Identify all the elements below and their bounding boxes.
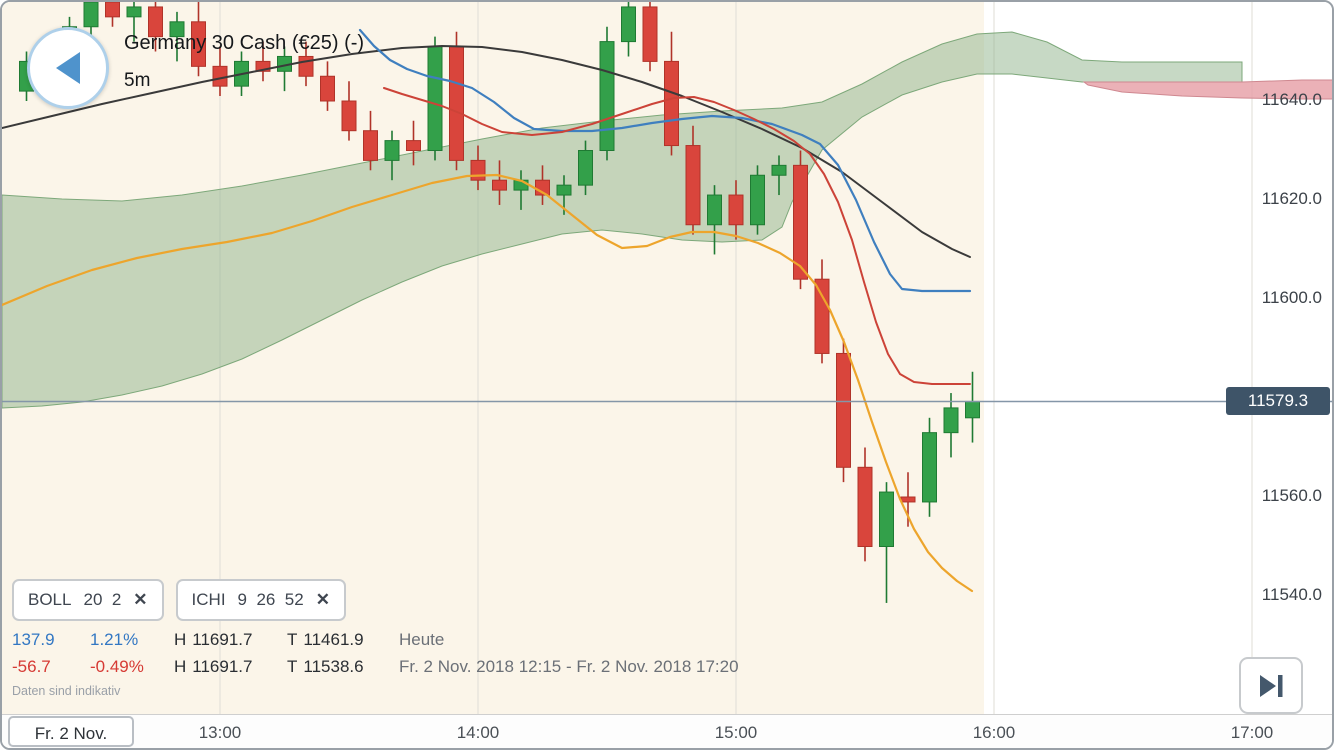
price-tick-label: 11640.0 (1261, 90, 1322, 109)
low-label: T (287, 629, 298, 649)
stats-row-today: 137.9 1.21% H 11691.7 T 11461.9 Heute (12, 626, 739, 653)
change-value: -56.7 (12, 656, 51, 676)
indicator-chip-ichi[interactable]: ICHI 9 26 52 ✕ (175, 579, 346, 621)
low-stat: T 11461.9 (287, 630, 399, 650)
high-stat: H 11691.7 (174, 630, 287, 650)
low-label: T (287, 656, 298, 676)
low-value: 11538.6 (303, 656, 364, 676)
time-tick-label: 13:00 (198, 723, 242, 742)
time-axis[interactable] (2, 714, 1332, 748)
indicator-name: ICHI (191, 590, 226, 609)
high-label: H (174, 656, 187, 676)
change-percent: 1.21% (90, 629, 139, 649)
low-value: 11461.9 (303, 629, 364, 649)
current-price-badge: 11579.3 (1226, 387, 1330, 416)
back-arrow-icon (56, 52, 80, 84)
high-value: 11691.7 (192, 656, 253, 676)
indicator-chips: BOLL 20 2 ✕ ICHI 9 26 52 ✕ (12, 579, 346, 621)
timeframe-label[interactable]: 5m (124, 70, 151, 91)
skip-to-latest-icon (1260, 674, 1283, 697)
price-tick-label: 11540.0 (1261, 585, 1322, 604)
period-label: Heute (399, 629, 445, 649)
price-stats: 137.9 1.21% H 11691.7 T 11461.9 Heute -5… (12, 626, 739, 680)
stats-row-range: -56.7 -0.49% H 11691.7 T 11538.6 Fr. 2 N… (12, 653, 739, 680)
back-button[interactable] (27, 27, 109, 109)
price-tick-label: 11600.0 (1261, 288, 1322, 307)
indicator-params: 20 2 (83, 590, 122, 609)
time-tick-label: 16:00 (972, 723, 1016, 742)
indicator-params: 9 26 52 (237, 590, 304, 609)
time-tick-label: 15:00 (714, 723, 758, 742)
data-disclaimer: Daten sind indikativ (12, 684, 121, 698)
high-value: 11691.7 (192, 629, 253, 649)
time-tick-label: 14:00 (456, 723, 500, 742)
indicator-name: BOLL (28, 590, 72, 609)
time-tick-label: 17:00 (1230, 723, 1274, 742)
change-value: 137.9 (12, 629, 55, 649)
remove-indicator-icon[interactable]: ✕ (133, 590, 148, 609)
instrument-title: Germany 30 Cash (€25) (-) (124, 32, 365, 54)
high-label: H (174, 629, 187, 649)
high-stat: H 11691.7 (174, 657, 287, 677)
period-range-label: Fr. 2 Nov. 2018 12:15 - Fr. 2 Nov. 2018 … (399, 656, 739, 676)
remove-indicator-icon[interactable]: ✕ (315, 590, 330, 609)
date-label: Fr. 2 Nov. (8, 716, 134, 747)
skip-to-latest-button[interactable] (1239, 657, 1303, 714)
indicator-chip-boll[interactable]: BOLL 20 2 ✕ (12, 579, 164, 621)
price-tick-label: 11560.0 (1261, 486, 1322, 505)
price-tick-label: 11620.0 (1261, 189, 1322, 208)
low-stat: T 11538.6 (287, 657, 399, 677)
instrument-header: Germany 30 Cash (€25) (-) 5m (124, 30, 364, 92)
change-percent: -0.49% (90, 656, 144, 676)
